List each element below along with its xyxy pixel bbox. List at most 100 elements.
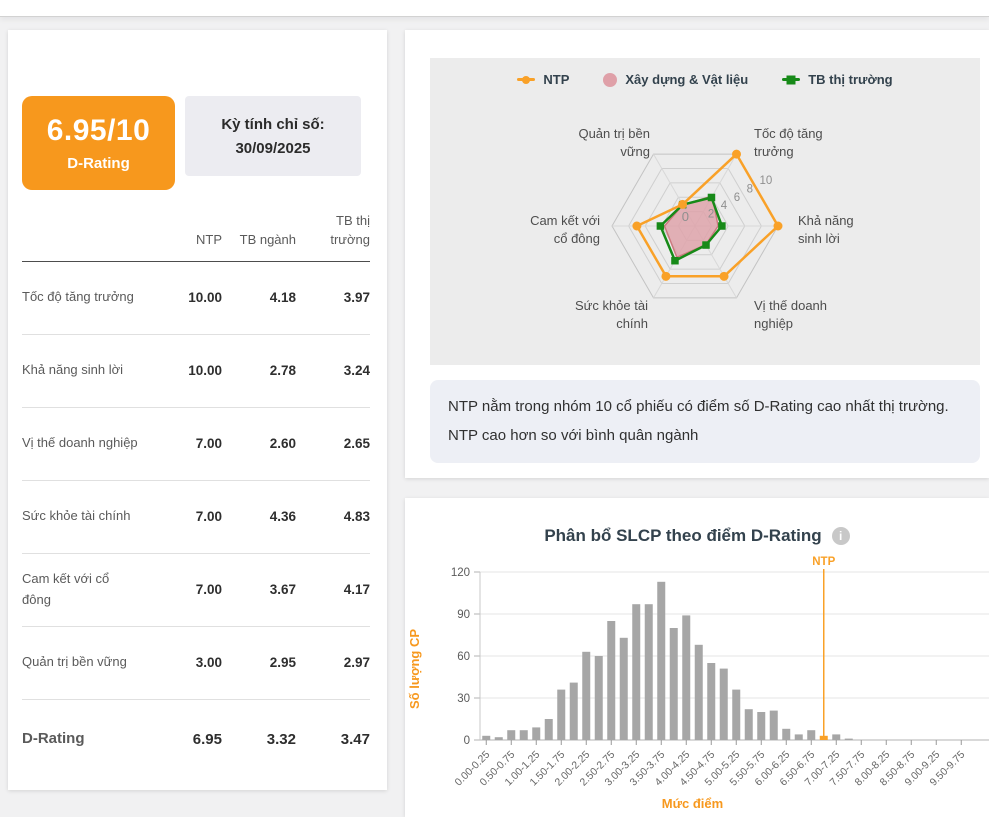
header-empty [22,212,146,261]
histogram-bar[interactable] [607,621,616,740]
row-value: 4.18 [269,290,296,306]
radar-series-area [663,195,719,259]
radar-point [702,241,710,249]
footer-ntp: 6.95 [192,730,222,748]
row-value: 2.78 [269,363,296,379]
histogram-bar[interactable] [794,734,803,740]
d-rating-label: D-Rating [67,155,130,172]
histogram-bar[interactable] [682,615,691,740]
radar-axis-label: Quản trị bền vững [578,126,650,159]
row-value: 4.83 [343,509,370,525]
histogram-bar[interactable] [694,644,703,740]
radar-point [671,256,679,265]
histogram-bar[interactable] [769,710,778,740]
histogram-bar[interactable] [732,689,741,740]
d-rating-badge: 6.95/10 D-Rating [22,96,175,190]
score-table: NTP TB ngành TB thị trường Tốc độ tăng t… [22,212,370,779]
index-period-label: Kỳ tính chỉ số: [221,115,325,133]
radar-legend: NTP Xây dựng & Vật liệu TB thị trường [430,72,980,87]
legend-item[interactable]: TB thị trường [782,72,893,87]
radar-point [732,149,741,159]
d-rating-score: 6.95/10 [46,114,151,147]
y-tick-label: 90 [457,609,470,621]
histogram-bar[interactable] [569,682,578,740]
histogram-bar[interactable] [807,730,816,740]
table-row: Khả năng sinh lời 10.00 2.78 3.24 [22,334,370,408]
histogram-bar[interactable] [757,712,766,740]
header-ntp: NTP [196,231,222,247]
y-tick-label: 30 [457,693,470,705]
table-row: Vị thế doanh nghiệp 7.00 2.60 2.65 [22,407,370,481]
row-value: 2.95 [269,655,296,671]
histogram-bar[interactable] [832,734,841,740]
index-period-box: Kỳ tính chỉ số: 30/09/2025 [185,96,361,176]
histogram-bar[interactable] [582,651,591,740]
footer-tb-nganh: 3.32 [266,730,296,748]
histogram-bar[interactable] [657,581,666,740]
row-value: 4.17 [343,582,370,598]
histogram-bar[interactable] [644,604,653,740]
radar-scale-label: 6 [734,192,740,204]
row-value: 7.00 [195,509,222,525]
histogram-chart: 03060901200.00-0.250.50-0.751.00-1.251.5… [407,556,989,811]
histogram-bar[interactable] [619,637,628,740]
footer-tb-thi-truong: 3.47 [340,730,370,748]
histogram-bar[interactable] [532,727,541,740]
histogram-bar[interactable] [519,730,528,740]
histogram-bar[interactable] [669,628,678,740]
y-tick-label: 60 [457,651,470,663]
histogram-bar[interactable] [844,738,853,740]
header-tb-nganh: TB ngành [239,231,296,247]
histogram-bar[interactable] [744,709,753,740]
radar-axis-label: Vị thế doanh nghiệp [754,298,827,331]
row-value: 3.97 [343,290,370,306]
radar-scale-label: 4 [721,200,728,212]
row-value: 3.00 [195,655,222,671]
row-value: 10.00 [188,363,222,379]
histogram-bar[interactable] [507,730,516,740]
histogram-bar[interactable] [719,668,728,740]
radar-point [719,271,729,281]
histogram-title: Phân bổ SLCP theo điểm D-Rating [544,526,822,545]
info-icon[interactable]: i [831,527,850,545]
histogram-card: Phân bổ SLCP theo điểm D-Rating i 0 30 60 9… [405,498,989,817]
y-axis-title: Số lượng CP [407,629,422,709]
legend-line-square-icon [782,75,801,84]
row-label: Tốc độ tăng trưởng [22,289,134,305]
x-axis-title: Mức điểm [662,796,723,811]
radar-point [632,221,642,231]
legend-item[interactable]: NTP [517,72,569,87]
radar-point [678,199,688,209]
top-divider-bar [0,0,989,17]
ntp-marker-label: NTP [812,556,835,568]
table-row: Sức khỏe tài chính 7.00 4.36 4.83 [22,480,370,554]
legend-item[interactable]: Xây dựng & Vật liệu [603,72,748,87]
histogram-bar[interactable] [632,604,641,740]
row-label: Quản trị bền vững [22,654,127,670]
table-row: Tốc độ tăng trưởng 10.00 4.18 3.97 [22,261,370,335]
radar-point [707,193,716,202]
row-value: 2.97 [343,655,370,671]
row-value: 7.00 [195,582,222,598]
histogram-bar[interactable] [494,737,503,740]
radar-axis-label: Tốc độ tăng trưởng [754,126,823,159]
y-tick-label: 0 [464,735,470,747]
histogram-bar[interactable] [557,689,566,740]
histogram-bar[interactable] [707,663,716,740]
footer-label: D-Rating [22,730,85,748]
radar-axis-label: Khả năng sinh lời [798,213,854,246]
legend-line-dot-icon [517,75,536,84]
histogram-bar[interactable] [782,728,791,740]
radar-panel: 0 2 4 6 8 10 Tốc độ tăng trưởng Khả năng sinh lời… [430,58,980,365]
row-value: 4.36 [269,509,296,525]
y-tick-label: 120 [451,567,470,579]
histogram-bar[interactable] [482,735,491,740]
rating-panel: 6.95/10 D-Rating Kỳ tính chỉ số: 30/09/2… [8,30,387,790]
histogram-bar[interactable] [594,656,603,740]
radar-scale-label: 0 [682,209,689,224]
histogram-bar[interactable] [544,719,553,740]
legend-circle-icon [603,72,618,87]
row-label: Khả năng sinh lời [22,362,124,378]
row-value: 2.60 [269,436,296,452]
